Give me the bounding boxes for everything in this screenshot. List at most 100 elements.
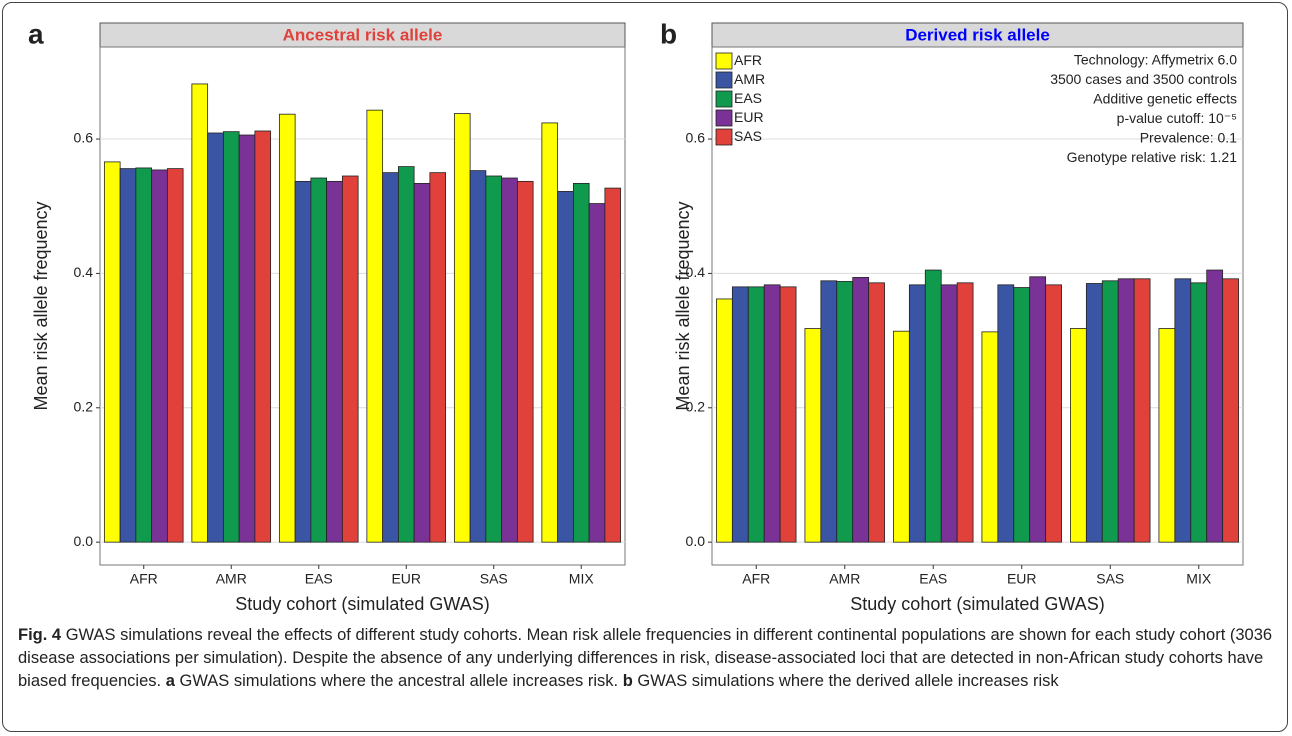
bar [397,166,415,543]
bar [956,282,974,543]
legend-label: AFR [734,52,762,68]
bar [366,109,384,543]
bar [716,298,733,543]
x-tick-label: EUR [391,571,421,587]
annotation: Prevalence: 0.1 [1140,130,1237,146]
bar [1117,278,1135,543]
x-tick-label: AMR [829,571,860,587]
caption-panel-text: GWAS simulations where the derived allel… [637,672,1059,690]
charts: a Ancestral risk allele 0.0 0.2 0.4 0.6 Mean r… [28,18,1244,614]
bar [779,286,797,543]
annotation: Genotype relative risk: 1.21 [1067,149,1238,165]
bar [908,284,926,543]
bar [222,131,240,543]
caption-label: Fig. 4 [18,626,62,644]
y-tick-label: 0.2 [686,398,706,414]
bar [852,277,870,543]
caption-panel-text: GWAS simulations where the ancestral all… [179,672,619,690]
legend-label: EAS [734,90,762,106]
bar [541,122,559,543]
x-tick-label: SAS [1096,571,1124,587]
bar [557,191,574,543]
bar [166,168,184,543]
legend-label: AMR [734,71,765,87]
caption-text: GWAS simulations reveal the effects of d… [18,626,1273,690]
legend-swatch [715,90,733,108]
bar [924,269,942,543]
x-tick-label: AMR [216,571,247,587]
bar [940,284,958,543]
x-tick-label: EAS [305,571,333,587]
plot-area [99,46,626,566]
legend-swatch [715,109,733,127]
bar [1045,284,1062,543]
bar [1029,276,1047,543]
bar [836,281,854,543]
bar [294,180,312,543]
bar [1190,282,1208,543]
y-tick-label: 0.4 [74,264,94,280]
x-tick-label: MIX [569,571,595,587]
annotation: p-value cutoff: 10⁻⁵ [1117,110,1237,126]
plot-area [711,46,1244,566]
bar [516,180,534,543]
y-axis-title: Mean risk allele frequency [31,201,51,410]
y-axis-title: Mean risk allele frequency [673,201,693,410]
annotation: 3500 cases and 3500 controls [1050,71,1237,87]
x-axis-title: Study cohort (simulated GWAS) [235,594,489,614]
bar [804,328,822,543]
bar [1174,278,1192,543]
panel-label: a [28,18,44,49]
x-tick-label: AFR [130,571,158,587]
bar [1206,269,1224,543]
bar [429,172,447,543]
bar [278,113,296,543]
x-tick-label: MIX [1186,571,1212,587]
y-tick-label: 0.0 [686,533,706,549]
bar [151,169,168,543]
bar [341,175,359,543]
annotation: Technology: Affymetrix 6.0 [1074,52,1237,68]
bar [135,167,153,543]
caption-panel-label: b [622,672,633,690]
bar [469,170,487,543]
bar [747,286,765,543]
y-tick-label: 0.6 [686,130,706,146]
x-tick-label: AFR [742,571,770,587]
bar [981,331,999,543]
bar [1101,280,1119,543]
bar [413,182,431,543]
legend-label: EUR [734,109,764,125]
bar [997,284,1015,543]
bar [572,182,590,543]
bar [763,284,781,543]
x-tick-label: SAS [480,571,508,587]
bar [1070,328,1087,543]
x-tick-label: EAS [919,571,947,587]
bar [604,187,622,543]
y-tick-label: 0.2 [74,398,94,414]
bar [1133,278,1151,543]
bar [1158,328,1176,543]
bar [382,172,399,543]
chart-title: Ancestral risk allele [283,25,443,44]
bar [820,280,838,543]
bar [310,177,328,543]
chart-title: Derived risk allele [905,25,1050,44]
bar [103,161,121,543]
bar [1085,283,1103,543]
bar [238,134,256,543]
legend-swatch [715,128,733,146]
bar [207,132,224,543]
x-axis-title: Study cohort (simulated GWAS) [850,594,1104,614]
bar [453,113,471,543]
bar [588,203,606,543]
annotation: Additive genetic effects [1093,91,1237,107]
caption-panel-label: a [165,672,175,690]
bar [485,175,503,543]
bar [326,180,343,543]
bar [868,282,885,543]
bar [1013,287,1031,543]
